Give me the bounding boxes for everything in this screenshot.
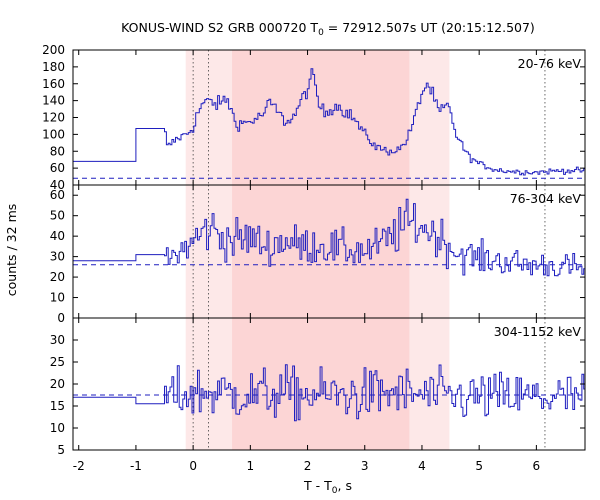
light-curve-2 [73,364,585,422]
y-tick-label: 40 [50,229,65,243]
y-tick-label: 5 [57,443,65,457]
y-tick-label: 200 [42,43,65,57]
y-tick-label: 20 [50,270,65,284]
light-curve-0 [73,68,585,176]
x-tick-label: 1 [247,459,255,473]
energy-band-label: 20-76 keV [518,56,582,71]
y-tick-label: 30 [50,250,65,264]
y-tick-label: 50 [50,209,65,223]
x-tick-label: -1 [130,459,142,473]
y-tick-label: 40 [50,178,65,192]
y-tick-label: 160 [42,77,65,91]
light-curve-1 [73,198,585,277]
y-tick-label: 140 [42,94,65,108]
y-tick-label: 10 [50,291,65,305]
chart-title-subscript: 0 [318,28,324,38]
y-tick-label: 120 [42,111,65,125]
chart-title-suffix: = 72912.507s UT (20:15:12.507) [324,20,535,35]
x-axis-label-main: T - T [303,478,332,493]
y-tick-label: 0 [57,311,65,325]
y-tick-label: 60 [50,161,65,175]
x-tick-label: 3 [361,459,369,473]
y-tick-label: 180 [42,60,65,74]
y-tick-label: 20 [50,377,65,391]
y-tick-label: 10 [50,421,65,435]
energy-band-label: 76-304 keV [510,191,582,206]
y-tick-label: 100 [42,127,65,141]
x-axis-label-suffix: , s [338,478,352,493]
x-axis-label-subscript: 0 [332,486,338,496]
x-tick-label: 2 [304,459,312,473]
x-axis-label: T - T0, s [303,478,352,496]
energy-band-label: 304-1152 keV [494,324,582,339]
y-tick-label: 60 [50,188,65,202]
x-tick-label: 0 [189,459,197,473]
y-tick-label: 80 [50,144,65,158]
chart-title: KONUS-WIND S2 GRB 000720 T0 = 72912.507s… [121,20,535,38]
chart-title-prefix: KONUS-WIND S2 GRB 000720 T [121,20,318,35]
panel-frame-2 [72,317,586,451]
x-tick-label: 5 [475,459,483,473]
x-tick-label: 4 [418,459,426,473]
y-tick-label: 25 [50,355,65,369]
y-axis-label: counts / 32 ms [4,204,19,297]
x-tick-label: 6 [533,459,541,473]
y-tick-label: 30 [50,333,65,347]
y-tick-label: 15 [50,399,65,413]
x-tick-label: -2 [73,459,85,473]
